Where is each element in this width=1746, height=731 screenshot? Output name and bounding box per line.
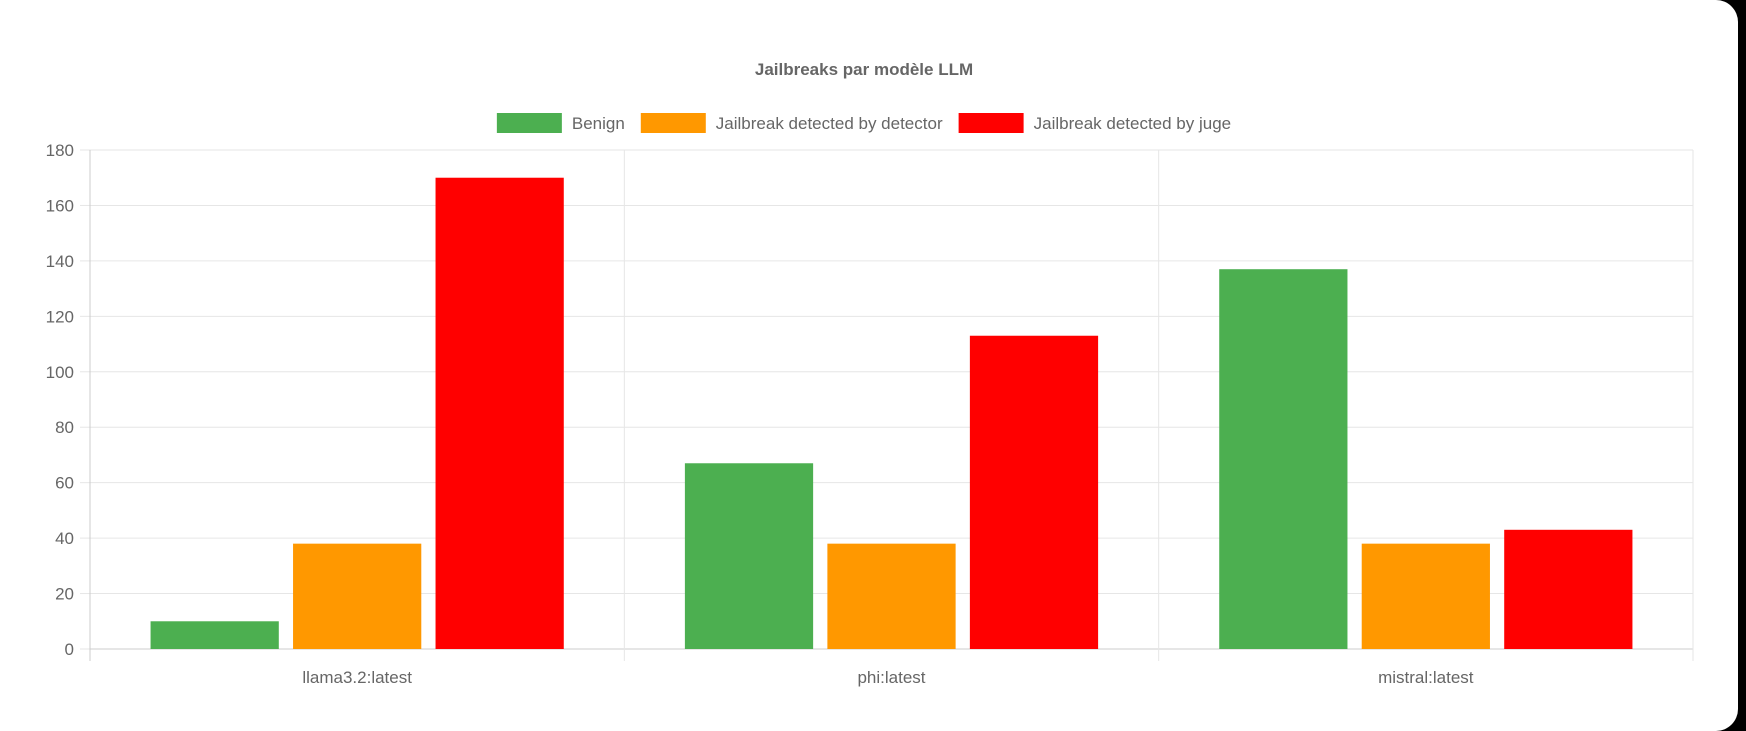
y-tick-label: 0 [65, 640, 74, 659]
legend-swatch-1 [640, 113, 706, 133]
y-tick-label: 80 [55, 418, 74, 437]
y-tick-label: 120 [46, 307, 74, 326]
bar-mistral-latest-series-1 [1361, 543, 1490, 649]
legend: Benign Jailbreak detected by detector Jail… [496, 113, 1232, 133]
y-tick-label: 140 [46, 252, 74, 271]
bars [150, 177, 1633, 649]
legend-label: Benign [572, 114, 625, 133]
y-tick-label: 160 [46, 196, 74, 215]
bar-llama3-2-latest-series-0 [150, 621, 279, 649]
bar-llama3-2-latest-series-2 [435, 177, 564, 649]
x-tick-label: mistral:latest [1378, 668, 1474, 687]
x-tick-label: llama3.2:latest [302, 668, 412, 687]
bar-phi-latest-series-1 [827, 543, 956, 649]
bar-phi-latest-series-2 [969, 335, 1099, 649]
y-tick-label: 60 [55, 474, 74, 493]
legend-swatch-0 [496, 113, 562, 133]
y-tick-label: 40 [55, 529, 74, 548]
x-tick-label: phi:latest [857, 668, 925, 687]
legend-swatch-2 [958, 113, 1024, 133]
legend-label: Jailbreak detected by detector [716, 114, 943, 133]
bar-mistral-latest-series-0 [1219, 269, 1348, 649]
axes: 0 20 40 60 80 100 120 140 160 180 llama3.2:latest p… [46, 141, 1474, 687]
bar-phi-latest-series-0 [684, 463, 814, 649]
y-tick-label: 20 [55, 585, 74, 604]
chart-title: Jailbreaks par modèle LLM [755, 60, 973, 79]
bar-llama3-2-latest-series-1 [293, 543, 422, 649]
y-tick-label: 100 [46, 363, 74, 382]
legend-item[interactable]: Benign [496, 113, 625, 133]
legend-item[interactable]: Jailbreak detected by detector [640, 113, 943, 133]
legend-label: Jailbreak detected by juge [1034, 114, 1232, 133]
bar-mistral-latest-series-2 [1504, 529, 1633, 649]
y-tick-label: 180 [46, 141, 74, 160]
legend-item[interactable]: Jailbreak detected by juge [958, 113, 1232, 133]
